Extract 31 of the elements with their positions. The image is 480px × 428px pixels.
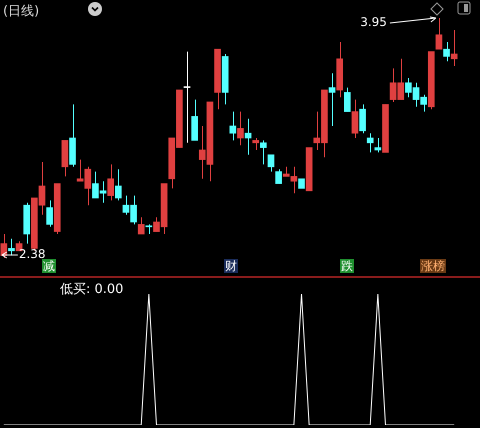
candlestick — [359, 104, 366, 134]
candlestick — [46, 200, 53, 228]
candlestick — [328, 72, 336, 126]
candlestick — [252, 138, 260, 150]
candlestick — [138, 216, 145, 234]
candlestick — [237, 111, 244, 146]
candlestick — [344, 87, 351, 112]
candlestick — [184, 51, 190, 144]
annotation: 3.95 — [360, 15, 387, 30]
text: 财 — [224, 259, 238, 273]
candlestick — [366, 132, 374, 153]
candlestick — [229, 111, 236, 141]
annotation: 2.38 — [18, 247, 46, 262]
candlestick — [107, 164, 114, 201]
candlestick — [268, 154, 274, 172]
candlestick — [374, 138, 382, 153]
candlestick — [298, 178, 305, 189]
text: 跌 — [340, 259, 354, 273]
candlestick — [450, 30, 458, 66]
annotation: 低买: 0.00 — [60, 281, 124, 298]
text: 涨榜 — [420, 259, 446, 273]
text: 减 — [42, 259, 56, 273]
candlestick — [443, 42, 450, 62]
candlestick — [260, 140, 267, 165]
candlestick — [114, 168, 122, 201]
candlestick — [244, 118, 252, 156]
candlestick — [436, 18, 442, 50]
candlestick — [275, 168, 282, 184]
candlestick — [352, 99, 358, 138]
candlestick — [8, 238, 15, 256]
chart-title: (日线) — [3, 3, 40, 20]
